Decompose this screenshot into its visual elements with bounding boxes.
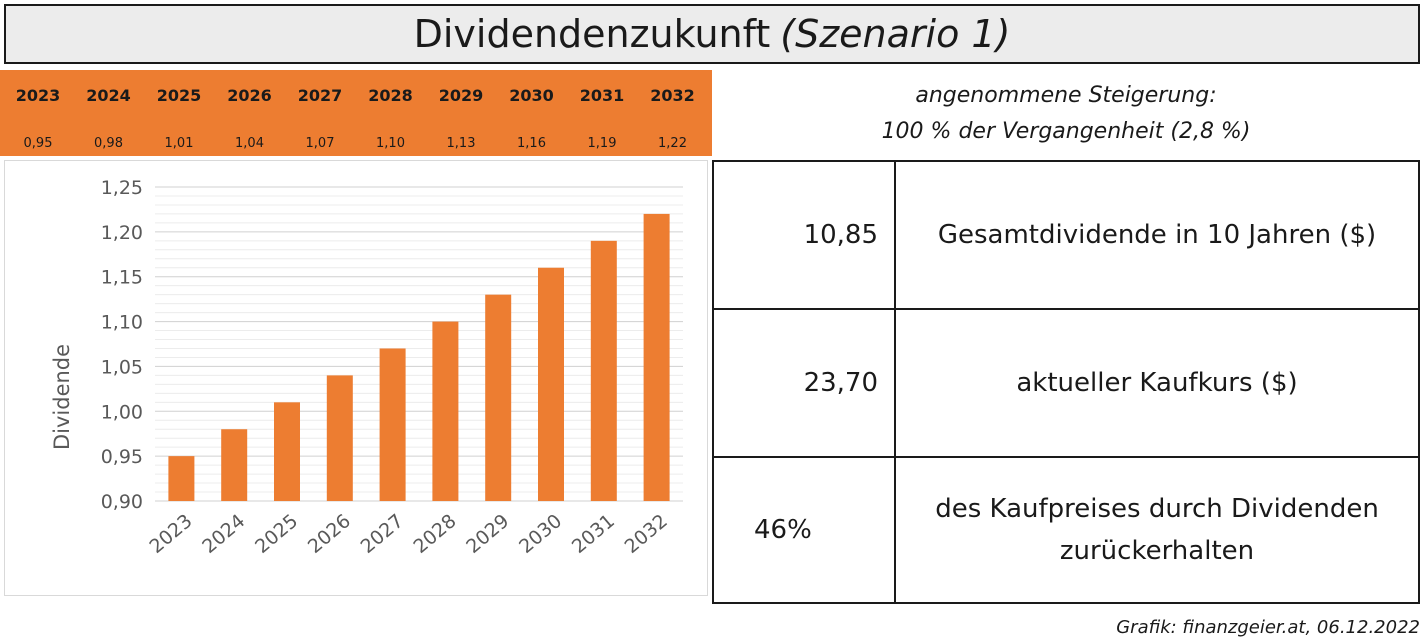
x-tick-label-2023: 2023 (145, 510, 196, 558)
bar-2028 (432, 321, 459, 501)
header-value-2031: 1,19 (587, 136, 617, 151)
assumption-text: angenommene Steigerung: 100 % der Vergan… (712, 78, 1420, 150)
return-percent-label: des Kaufpreises durch Dividenden zurücke… (894, 456, 1420, 604)
source-credit: Grafik: finanzgeier.at, 06.12.2022 (1116, 617, 1420, 638)
y-tick-label: 1,10 (101, 312, 143, 334)
return-percent-label-line-2: zurückerhalten (1059, 536, 1255, 566)
header-value-2030: 1,16 (517, 136, 546, 151)
purchase-price-value: 23,70 (712, 308, 896, 458)
summary-row-total: 10,85 Gesamtdividende in 10 Jahren ($) (712, 160, 1420, 310)
x-tick-label-2030: 2030 (515, 510, 566, 558)
header-year-2027: 2027 (297, 86, 343, 105)
header-year-2032: 2032 (650, 86, 695, 105)
header-value-2026: 1,04 (235, 136, 264, 151)
total-dividend-label: Gesamtdividende in 10 Jahren ($) (894, 160, 1420, 310)
bar-2032 (643, 213, 670, 501)
bar-2030 (538, 267, 564, 501)
header-year-2023: 2023 (15, 86, 61, 105)
y-tick-label: 1,05 (101, 356, 143, 378)
page-title: Dividendenzukunft (413, 12, 771, 56)
y-tick-label: 1,15 (101, 267, 143, 289)
summary-table: 10,85 Gesamtdividende in 10 Jahren ($) 2… (712, 160, 1420, 604)
y-tick-label: 0,90 (101, 491, 143, 513)
return-percent-label-line-1: des Kaufpreises durch Dividenden (935, 494, 1379, 524)
header-value-2023: 0,95 (23, 136, 53, 151)
assumption-line-2: 100 % der Vergangenheit (2,8 %) (881, 119, 1251, 144)
x-tick-label-2024: 2024 (198, 510, 249, 558)
bar-2026 (326, 375, 353, 501)
y-axis-label: Dividende (50, 344, 74, 450)
y-tick-label: 1,20 (101, 222, 143, 244)
summary-row-percent: 46% des Kaufpreises durch Dividenden zur… (712, 456, 1420, 604)
chart-container: 0,90 0,95 1,00 1,05 1,10 1,15 1,20 1,25 2023 202… (4, 160, 708, 596)
y-tick-label: 1,25 (101, 177, 143, 199)
x-tick-label-2032: 2032 (621, 510, 672, 558)
bar-2027 (379, 348, 406, 501)
header-year-2025: 2025 (156, 86, 202, 105)
x-tick-label-2027: 2027 (357, 510, 408, 558)
header-value-2027: 1,07 (305, 136, 335, 151)
bar-2025 (274, 402, 300, 501)
x-tick-label-2026: 2026 (304, 510, 355, 558)
x-tick-label-2025: 2025 (251, 510, 302, 558)
return-percent-value: 46% (712, 456, 896, 604)
scenario-label: (Szenario 1) (780, 12, 1011, 56)
x-tick-labels: 2023 2024 2025 2026 2027 2028 2029 2030 2031 2032 (145, 510, 671, 558)
x-tick-label-2028: 2028 (409, 510, 460, 558)
header-year-2024: 2024 (86, 86, 131, 105)
header-value-2024: 0,98 (94, 136, 123, 151)
header-value-2025: 1,01 (164, 136, 194, 151)
header-value-2029: 1,13 (446, 136, 476, 151)
header-year-2031: 2031 (579, 86, 625, 105)
x-tick-label-2031: 2031 (568, 510, 619, 558)
x-tick-label-2029: 2029 (462, 510, 513, 558)
y-tick-label: 0,95 (101, 446, 143, 468)
header-value-2028: 1,10 (376, 136, 405, 151)
bar-2024 (221, 429, 248, 501)
bar-2029 (485, 294, 512, 501)
bar-2023 (168, 456, 195, 501)
dividend-bar-chart: 0,900,951,001,051,101,151,201,25 2023 202… (50, 177, 683, 558)
total-dividend-value: 10,85 (712, 160, 896, 310)
y-tick-labels: 0,90 0,95 1,00 1,05 1,10 1,15 1,20 1,25 (101, 177, 143, 513)
summary-row-price: 23,70 aktueller Kaufkurs ($) (712, 308, 1420, 458)
bars (168, 213, 670, 501)
header-year-2028: 2028 (368, 86, 413, 105)
purchase-price-label: aktueller Kaufkurs ($) (894, 308, 1420, 458)
title-bar: Dividendenzukunft (Szenario 1) (4, 4, 1420, 64)
assumption-line-1: angenommene Steigerung: (915, 83, 1217, 108)
header-table (0, 70, 712, 156)
header-year-2026: 2026 (227, 86, 272, 105)
y-tick-label: 1,00 (101, 401, 143, 423)
header-year-2029: 2029 (438, 86, 484, 105)
header-year-2030: 2030 (509, 86, 554, 105)
bar-2031 (590, 240, 617, 501)
header-value-2032: 1,22 (658, 136, 687, 151)
